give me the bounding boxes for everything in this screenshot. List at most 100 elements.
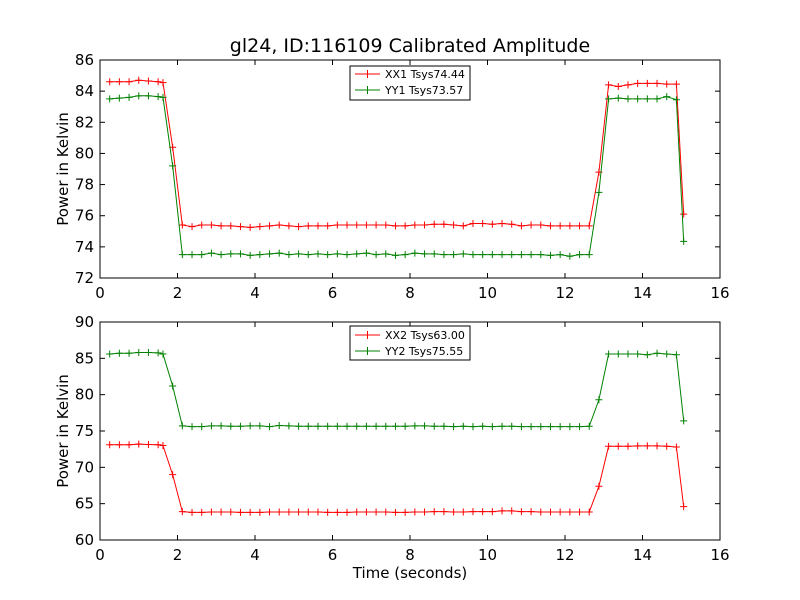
data-point [459, 222, 467, 230]
data-point [144, 349, 152, 357]
data-point [663, 93, 671, 101]
data-point [178, 251, 186, 259]
x-tick-label: 8 [405, 284, 415, 302]
data-point [537, 221, 545, 229]
x-tick-label: 14 [633, 546, 652, 564]
data-point [566, 222, 574, 230]
data-point [382, 508, 390, 516]
data-point [401, 508, 409, 516]
data-point [304, 422, 312, 430]
data-point [314, 508, 322, 516]
data-point [266, 222, 274, 230]
data-point [479, 251, 487, 259]
data-point [106, 95, 114, 103]
data-point [115, 78, 123, 86]
x-tick-label: 10 [478, 284, 497, 302]
data-point [372, 422, 380, 430]
data-point [411, 508, 419, 516]
data-point [537, 423, 545, 431]
data-point [115, 441, 123, 449]
data-point [556, 423, 564, 431]
legend-box [349, 325, 471, 361]
data-point [353, 422, 361, 430]
data-point [663, 442, 671, 450]
x-tick-label: 12 [555, 546, 574, 564]
data-point [246, 508, 254, 516]
y-axis-label: Power in Kelvin [54, 374, 72, 488]
data-point [576, 222, 584, 230]
data-point [624, 442, 632, 450]
data-point [546, 222, 554, 230]
data-point [324, 422, 332, 430]
data-point [401, 222, 409, 230]
data-point [517, 423, 525, 431]
data-point [198, 251, 206, 259]
data-point [343, 422, 351, 430]
data-point [508, 422, 516, 430]
data-point [227, 422, 235, 430]
data-point [285, 422, 293, 430]
data-point [653, 349, 661, 357]
data-point [605, 95, 613, 103]
legend: XX2 Tsys63.00 YY2 Tsys75.55 [349, 325, 471, 361]
data-point [198, 221, 206, 229]
data-point [401, 422, 409, 430]
data-point [488, 423, 496, 431]
data-point [188, 508, 196, 516]
data-point [125, 93, 133, 101]
data-point [634, 79, 642, 87]
x-tick-label: 16 [710, 546, 729, 564]
data-point [430, 422, 438, 430]
data-point [362, 221, 370, 229]
data-point [207, 422, 215, 430]
data-point [391, 251, 399, 259]
data-point [488, 251, 496, 259]
data-point [362, 422, 370, 430]
y-tick-label: 90 [75, 313, 94, 331]
y-tick-label: 80 [75, 144, 94, 162]
data-point [440, 508, 448, 516]
data-point [236, 223, 244, 231]
data-point [614, 82, 622, 90]
data-point [353, 508, 361, 516]
data-point [680, 417, 688, 425]
legend-label-xx2: XX2 Tsys63.00 [385, 329, 465, 342]
data-point [314, 222, 322, 230]
x-tick-label: 0 [95, 546, 105, 564]
data-point [275, 221, 283, 229]
data-point [256, 223, 264, 231]
y-tick-label: 70 [75, 458, 94, 476]
data-point [333, 422, 341, 430]
data-point [680, 210, 688, 218]
axis-ticks: 0 2 4 6 8 10 12 14 16 60 65 70 75 80 85 90 [75, 313, 730, 564]
y-tick-label: 78 [75, 176, 94, 194]
data-point [266, 508, 274, 516]
data-point [135, 349, 143, 357]
data-point [488, 220, 496, 228]
data-point [498, 251, 506, 259]
y-tick-label: 65 [75, 495, 94, 513]
data-point [106, 350, 114, 358]
data-point [556, 222, 564, 230]
data-point [566, 423, 574, 431]
data-point [391, 222, 399, 230]
data-point [576, 508, 584, 516]
data-point [680, 237, 688, 245]
data-point [566, 508, 574, 516]
data-point [295, 250, 303, 258]
data-point [585, 251, 593, 259]
data-point [106, 78, 114, 86]
data-point [115, 349, 123, 357]
data-point [624, 350, 632, 358]
data-point [227, 250, 235, 258]
axis-ticks: 0 2 4 6 8 10 12 14 16 72 74 76 78 80 82 84 86 [75, 51, 730, 302]
data-point [498, 422, 506, 430]
data-point [595, 188, 603, 196]
data-point [256, 251, 264, 259]
data-point [256, 508, 264, 516]
x-tick-label: 6 [328, 284, 338, 302]
data-point [275, 422, 283, 430]
data-point [479, 422, 487, 430]
plot-frame [99, 321, 721, 541]
